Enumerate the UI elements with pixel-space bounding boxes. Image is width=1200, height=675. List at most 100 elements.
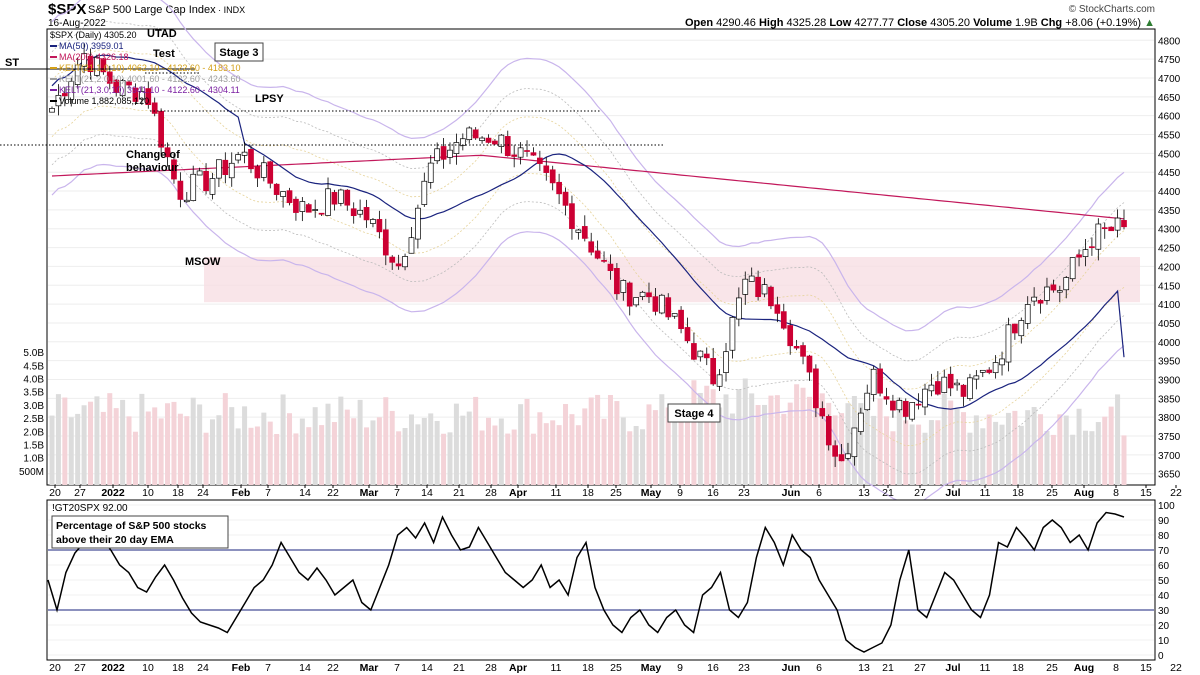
volume-bar [447, 432, 453, 485]
price-axis-label: 4100 [1158, 300, 1181, 311]
candle-body [979, 369, 986, 373]
volume-bar [691, 380, 697, 485]
candle-body [338, 189, 344, 204]
volume-bar [466, 411, 472, 485]
annotation-lpsy: LPSY [255, 93, 284, 105]
x-axis-label: 24 [197, 487, 209, 499]
volume-bar [646, 404, 652, 485]
candle-body [986, 369, 993, 373]
candle-body [74, 64, 81, 85]
volume-bar [1115, 394, 1121, 485]
volume-bar [569, 414, 575, 485]
x-axis-label: 8 [1113, 662, 1119, 674]
candle-body [736, 297, 742, 320]
ohlc-readout: Open 4290.46 High 4325.28 Low 4277.77 Cl… [685, 17, 1155, 29]
x-axis-label: 7 [265, 662, 271, 674]
x-axis-label: Mar [360, 662, 379, 674]
volume-bar [575, 425, 581, 485]
x-axis-label: 14 [421, 487, 433, 499]
x-axis-label: 21 [453, 662, 465, 674]
price-axis-label: 4300 [1158, 225, 1181, 236]
candle-body [395, 263, 402, 267]
volume-bar [242, 406, 248, 485]
candle-body [100, 58, 107, 73]
price-axis-label: 4000 [1158, 338, 1181, 349]
candle-body [216, 159, 222, 179]
volume-bar [582, 408, 588, 485]
candle-body [800, 345, 806, 357]
price-axis-label: 4600 [1158, 112, 1181, 123]
x-axis-indicator: 20 27 2022 10 18 24 Feb 7 14 22 Mar 7 14 21 28 Apr 11 18 2… [49, 662, 1182, 674]
volume-bar [749, 393, 755, 485]
candle-body [479, 137, 485, 141]
candle-body [973, 375, 980, 380]
stage3-box [214, 42, 264, 62]
candle-body [299, 201, 306, 212]
candle-body [235, 154, 242, 161]
volume-axis-label: 2.5B [23, 414, 44, 425]
indicator-axis-label: 0 [1158, 651, 1164, 662]
volume-bar [511, 429, 517, 485]
annotation-behaviour: behaviour [126, 162, 179, 174]
candle-body [1024, 304, 1031, 324]
x-axis-label: 27 [74, 662, 86, 674]
candle-body [575, 229, 582, 233]
indicator-line [47, 511, 1125, 653]
volume-bar [152, 407, 158, 485]
x-axis-label: Apr [509, 662, 527, 674]
candle-body [357, 209, 363, 215]
volume-bar [229, 407, 235, 485]
x-axis-label: 21 [453, 487, 465, 499]
indicator-axis-label: 30 [1158, 606, 1170, 617]
volume-bar [415, 424, 421, 485]
volume-bar [762, 404, 768, 485]
price-axis-label: 4450 [1158, 168, 1181, 179]
volume-bar [883, 416, 889, 485]
price-axis-label: 3750 [1158, 432, 1181, 443]
candle-body [453, 142, 460, 154]
candle-body [851, 427, 858, 458]
volume-bar [1025, 410, 1031, 485]
price-axis-label: 3850 [1158, 394, 1181, 405]
candle-body [485, 137, 492, 143]
x-axis-label: 22 [1170, 662, 1182, 674]
candle-body [363, 207, 370, 221]
volume-bar [197, 404, 203, 485]
chart-date: 16-Aug-2022 [48, 18, 106, 29]
index-name: S&P 500 Large Cap Index · INDX [88, 4, 245, 16]
legend-entry: $SPX (Daily) 4305.20 [50, 30, 137, 40]
volume-bar [967, 432, 973, 485]
volume-bar [543, 423, 549, 485]
keltner-lower-1 [51, 105, 1125, 447]
candle-body [293, 198, 299, 213]
volume-bar [49, 415, 55, 485]
legend-entry: KELT(21,2.0,10) 4001.60 - 4122.60 - 4243… [59, 74, 240, 84]
price-axis-label: 4550 [1158, 131, 1181, 142]
candle-body [890, 400, 896, 411]
candle-body [999, 358, 1005, 366]
candle-body [402, 256, 408, 268]
volume-bar [94, 396, 100, 485]
volume-bar [877, 398, 883, 485]
candle-body [171, 159, 177, 180]
price-axis-label: 4400 [1158, 187, 1181, 198]
legend-entry: MA(50) 3959.01 [59, 41, 124, 51]
annotation-utad: UTAD [147, 28, 177, 40]
candle-body [569, 203, 575, 229]
volume-bar [768, 395, 774, 485]
candle-body [1121, 220, 1127, 228]
volume-bar [408, 414, 414, 485]
candle-body [652, 296, 659, 312]
volume-bar [267, 421, 273, 485]
volume-bar [518, 404, 524, 485]
candle-body [389, 256, 396, 263]
volume-bar [1089, 431, 1095, 485]
x-axis-label: 25 [610, 662, 622, 674]
indicator-axis-label: 40 [1158, 591, 1170, 602]
volume-bar [980, 428, 986, 485]
candle-body [1031, 296, 1037, 302]
candle-body [94, 57, 100, 76]
candle-body [466, 127, 473, 141]
candle-body [549, 169, 556, 184]
